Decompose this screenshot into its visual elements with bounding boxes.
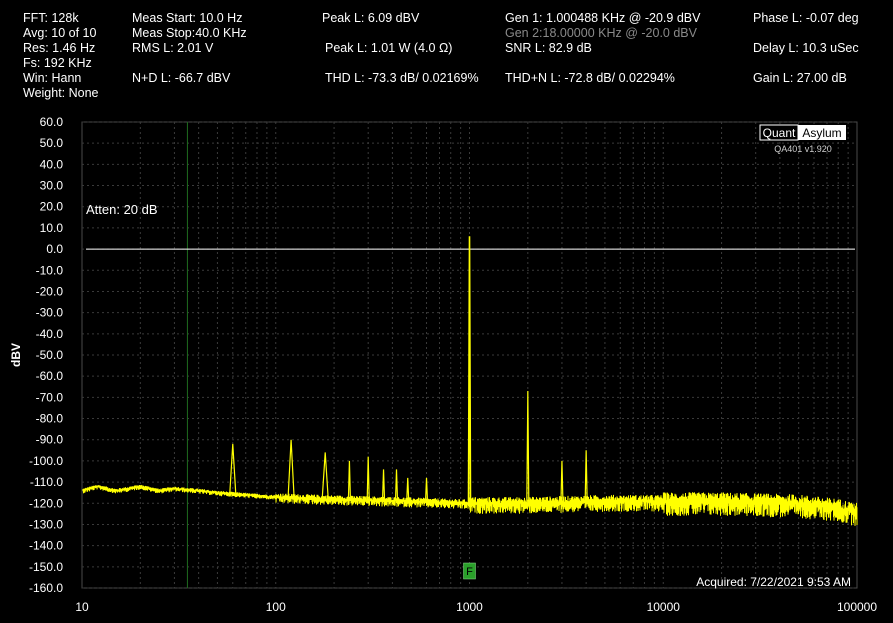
y-axis-label: dBV: [9, 343, 23, 367]
stat-gain-left: Gain L: 27.00 dB: [753, 71, 847, 85]
stat-res: Res: 1.46 Hz: [23, 41, 96, 55]
spectrum-peak: [381, 469, 386, 501]
y-tick-label: 30.0: [40, 179, 64, 193]
stat-meas-start: Meas Start: 10.0 Hz: [132, 11, 243, 25]
spectrum-peak: [229, 443, 237, 494]
stat-avg: Avg: 10 of 10: [23, 26, 97, 40]
stat-snr-left: SNR L: 82.9 dB: [505, 41, 592, 55]
x-tick-label: 100000: [837, 600, 877, 614]
spectrum-peak: [406, 477, 410, 502]
stat-rms-left: RMS L: 2.01 V: [132, 41, 214, 55]
y-tick-label: -70.0: [36, 390, 64, 404]
quantasylum-logo: Quant Asylum QA401 v1.920: [759, 124, 846, 154]
y-tick-label: -110.0: [30, 475, 63, 489]
logo-quant-text: Quant: [763, 126, 796, 140]
stat-gen1: Gen 1: 1.000488 KHz @ -20.9 dBV: [505, 11, 701, 25]
stat-thd-n-left: THD+N L: -72.8 dB/ 0.02294%: [505, 71, 675, 85]
stat-fft: FFT: 128k: [23, 11, 79, 25]
y-tick-label: -160.0: [29, 581, 63, 595]
y-tick-label: 40.0: [40, 157, 64, 171]
harmonic-peaks: [229, 236, 588, 504]
spectrum-peak: [560, 460, 564, 503]
stat-delay-left: Delay L: 10.3 uSec: [753, 41, 859, 55]
acquired-timestamp: Acquired: 7/22/2021 9:53 AM: [696, 575, 851, 589]
x-tick-label: 100: [266, 600, 286, 614]
stat-weight: Weight: None: [23, 86, 99, 100]
spectrum-peak: [584, 450, 588, 502]
y-tick-label: -40.0: [36, 327, 64, 341]
y-tick-label: -10.0: [36, 263, 64, 277]
spectrum-peak: [321, 452, 329, 499]
y-tick-label: -150.0: [29, 560, 63, 574]
y-tick-label: -30.0: [36, 306, 64, 320]
spectrum-peak: [366, 456, 370, 500]
y-tick-label: -140.0: [29, 539, 63, 553]
stat-thd-left: THD L: -73.3 dB/ 0.02169%: [325, 71, 479, 85]
logo-asylum-text: Asylum: [802, 126, 841, 140]
stat-window: Win: Hann: [23, 71, 82, 85]
y-tick-label: 60.0: [40, 115, 64, 129]
y-tick-label: 20.0: [40, 200, 64, 214]
y-tick-label: -80.0: [36, 412, 64, 426]
y-tick-label: -90.0: [36, 433, 64, 447]
y-tick-label: -60.0: [36, 369, 64, 383]
atten-label: Atten: 20 dB: [86, 202, 158, 217]
spectrum-trace: [82, 484, 858, 526]
y-tick-label: 10.0: [40, 221, 64, 235]
y-tick-label: 0.0: [46, 242, 63, 256]
x-tick-label: 10: [75, 600, 89, 614]
y-tick-label: -100.0: [29, 454, 63, 468]
spectrum-peak: [424, 477, 429, 502]
y-tick-label: -20.0: [36, 284, 64, 298]
y-axis-ticks: 60.0 50.0 40.0 30.0 20.0 10.0 0.0 -10.0 -20.0 -30…: [29, 115, 63, 595]
stat-gen2: Gen 2:18.00000 KHz @ -20.0 dBV: [505, 26, 697, 40]
stat-peak-left-dbv: Peak L: 6.09 dBV: [322, 11, 420, 25]
y-tick-label: -120.0: [29, 496, 63, 510]
grid-lines: [82, 121, 857, 589]
spectrum-peak: [526, 391, 530, 504]
y-tick-label: -50.0: [36, 348, 64, 362]
spectrum-peak: [394, 469, 399, 501]
marker-flag[interactable]: F: [463, 562, 476, 580]
stat-n-plus-d-left: N+D L: -66.7 dBV: [132, 71, 231, 85]
x-tick-label: 10000: [647, 600, 681, 614]
spectrum-peak: [467, 236, 472, 504]
logo-version-text: QA401 v1.920: [774, 144, 832, 154]
y-tick-label: -130.0: [29, 517, 63, 531]
x-tick-label: 1000: [456, 600, 483, 614]
spectrum-peak: [287, 439, 295, 498]
spectrum-peak: [347, 460, 352, 500]
marker-flag-label: F: [466, 566, 473, 578]
x-axis-ticks: 10 100 1000 10000 100000: [75, 600, 877, 614]
stat-fs: Fs: 192 KHz: [23, 56, 92, 70]
stat-phase-left: Phase L: -0.07 deg: [753, 11, 859, 25]
stat-peak-left-watts: Peak L: 1.01 W (4.0 Ω): [325, 41, 453, 55]
stat-meas-stop: Meas Stop:40.0 KHz: [132, 26, 247, 40]
y-tick-label: 50.0: [40, 136, 64, 150]
